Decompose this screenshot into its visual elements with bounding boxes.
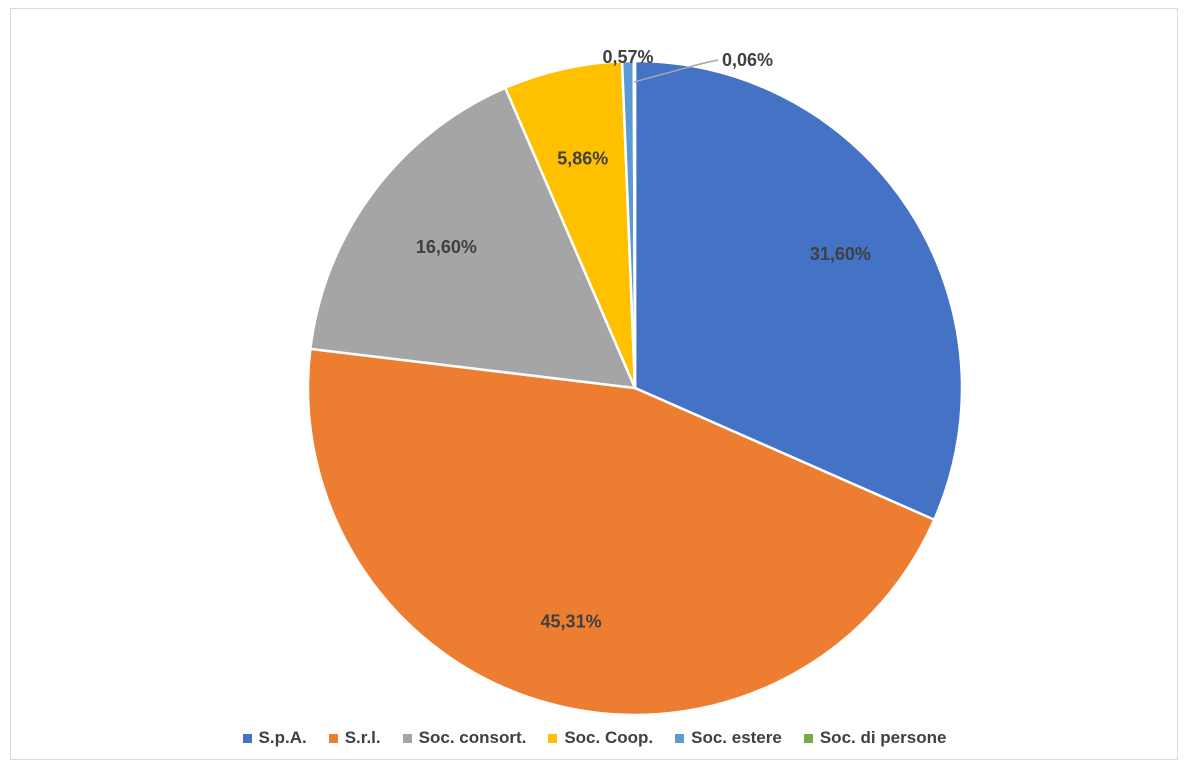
legend-swatch — [675, 733, 685, 743]
chart-legend: S.p.A. S.r.l. Soc. consort. Soc. Coop. Soc. … — [0, 728, 1189, 748]
pie-data-label: 0,57% — [602, 47, 653, 67]
legend-label: Soc. consort. — [418, 728, 527, 747]
legend-item: S.p.A. — [242, 728, 307, 748]
legend-item: Soc. Coop. — [548, 728, 653, 748]
legend-label: S.p.A. — [258, 728, 307, 747]
legend-item: Soc. di persone — [803, 728, 947, 748]
legend-label: Soc. di persone — [819, 728, 947, 747]
pie-slice-s-r-l — [306, 347, 936, 717]
pie-data-label: 31,60% — [810, 244, 871, 264]
legend-label: S.r.l. — [344, 728, 381, 747]
legend-swatch — [328, 733, 338, 743]
legend-swatch — [402, 733, 412, 743]
legend-label: Soc. estere — [691, 728, 782, 747]
pie-data-label: 0,06% — [722, 50, 773, 70]
legend-item: Soc. estere — [675, 728, 782, 748]
pie-slice-s-p-a — [633, 59, 964, 521]
legend-item: S.r.l. — [328, 728, 381, 748]
pie-slice-soc-di-persone — [632, 59, 637, 390]
pie-slice-soc-consort — [309, 86, 637, 390]
legend-swatch — [803, 733, 813, 743]
legend-swatch — [548, 733, 558, 743]
legend-item: Soc. consort. — [402, 728, 527, 748]
pie-data-label: 5,86% — [557, 148, 608, 168]
legend-label: Soc. Coop. — [564, 728, 654, 747]
pie-data-label: 16,60% — [416, 237, 477, 257]
legend-swatch — [242, 733, 252, 743]
label-leader-line — [633, 59, 719, 83]
pie-data-label: 45,31% — [541, 611, 602, 631]
